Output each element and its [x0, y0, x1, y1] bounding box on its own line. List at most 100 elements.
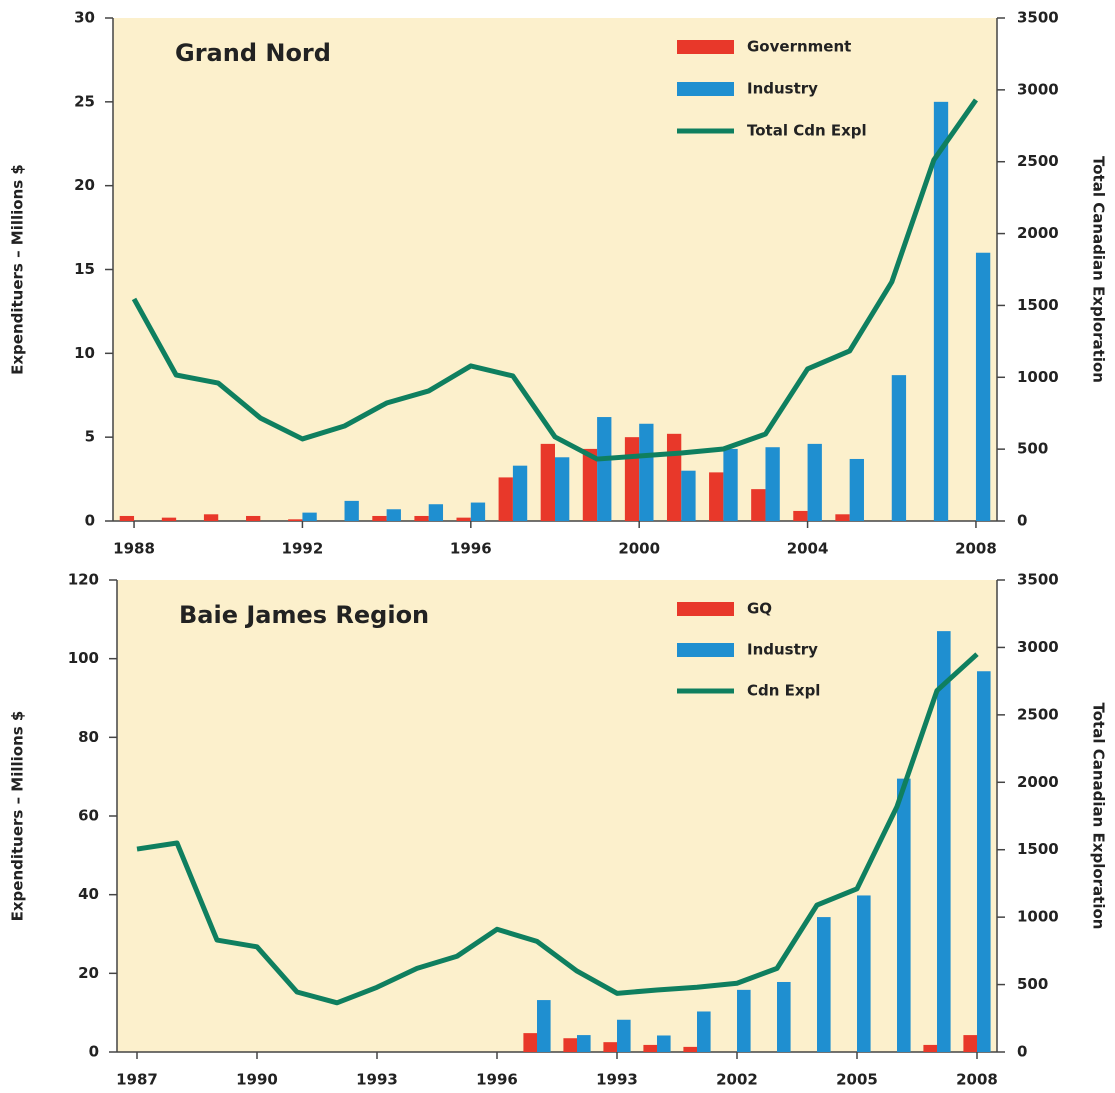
legend-swatch — [677, 82, 734, 96]
x-tick-label: 1993 — [596, 1071, 638, 1089]
x-tick-label: 2008 — [955, 540, 997, 558]
bar — [372, 515, 387, 521]
y2-tick-label: 500 — [1017, 440, 1048, 458]
chart: 0 5 10 15 20 25 30 0 500 1000 1500 2000 2500 3000 3500… — [9, 9, 1108, 558]
bar — [577, 1035, 591, 1052]
bar — [657, 1035, 671, 1052]
x-tick-label: 1987 — [116, 1071, 158, 1089]
y2-tick-label: 3500 — [1017, 9, 1059, 27]
y-tick-label: 60 — [78, 807, 99, 825]
x-tick-label: 2002 — [716, 1071, 758, 1089]
x-tick-label: 2004 — [787, 540, 829, 558]
bar — [597, 417, 612, 521]
x-tick-label: 1990 — [236, 1071, 278, 1089]
y2-axis-title: Total Canadian Exploration — [1090, 156, 1108, 383]
y-tick-label: 25 — [74, 92, 95, 110]
bar — [617, 1019, 631, 1052]
x-tick-label: 1992 — [282, 540, 324, 558]
y-tick-label: 15 — [74, 260, 95, 278]
y2-tick-label: 500 — [1017, 975, 1048, 993]
legend-swatch — [677, 602, 734, 616]
x-tick-label: 1988 — [113, 540, 155, 558]
bar — [923, 1044, 937, 1052]
line — [131, 98, 978, 462]
line — [136, 652, 979, 1006]
bar — [737, 989, 751, 1052]
y2-tick-label: 2000 — [1017, 773, 1059, 791]
y2-tick-label: 1000 — [1017, 368, 1059, 386]
bar — [849, 458, 864, 521]
bar — [723, 448, 738, 521]
bar — [975, 252, 991, 521]
chart-title: Grand Nord — [175, 39, 331, 67]
bar — [963, 1035, 977, 1052]
y2-tick-label: 0 — [1017, 1043, 1027, 1061]
bar — [288, 519, 303, 521]
bar — [697, 1011, 711, 1052]
bar — [807, 443, 822, 521]
bar — [456, 517, 471, 521]
legend-swatch — [677, 40, 734, 54]
bar — [709, 472, 724, 521]
bar — [777, 981, 791, 1052]
y-tick-label: 100 — [68, 649, 99, 667]
y2-tick-label: 2500 — [1017, 152, 1059, 170]
y-tick-label: 0 — [85, 512, 95, 530]
bar — [563, 1038, 577, 1052]
bar — [681, 470, 696, 521]
chart-title: Baie James Region — [179, 601, 429, 629]
bar — [302, 512, 317, 521]
y-axis-title: Expendituers – Millions $ — [9, 164, 27, 375]
y-tick-label: 20 — [74, 176, 95, 194]
y-tick-label: 80 — [78, 728, 99, 746]
y2-tick-label: 3000 — [1017, 80, 1059, 98]
y-tick-label: 40 — [78, 885, 99, 903]
legend-label: Industry — [747, 641, 818, 659]
bar — [246, 515, 261, 521]
bar — [119, 515, 135, 521]
bar — [161, 517, 177, 521]
bar — [603, 1042, 617, 1052]
plot-area — [117, 580, 997, 1052]
x-tick-label: 1996 — [476, 1071, 518, 1089]
bar — [835, 514, 850, 521]
bar — [666, 433, 682, 521]
legend-label: Industry — [747, 80, 818, 98]
legend-swatch — [677, 643, 734, 657]
bar — [897, 778, 911, 1052]
bar — [937, 631, 951, 1052]
y-tick-label: 10 — [74, 344, 95, 362]
bar — [470, 502, 486, 521]
bar — [817, 917, 831, 1052]
y2-tick-label: 2500 — [1017, 705, 1059, 723]
bar — [793, 510, 808, 521]
bar — [512, 465, 528, 521]
y2-tick-label: 2000 — [1017, 224, 1059, 242]
bar — [428, 504, 444, 521]
legend-label: Cdn Expl — [747, 682, 820, 700]
x-tick-label: 1993 — [356, 1071, 398, 1089]
bar — [523, 1033, 537, 1052]
y-axis-title: Expendituers – Millions $ — [9, 711, 27, 922]
y-tick-label: 0 — [89, 1043, 99, 1061]
x-tick-label: 2000 — [618, 540, 660, 558]
y-tick-label: 5 — [85, 428, 95, 446]
y2-axis-title: Total Canadian Exploration — [1090, 703, 1108, 930]
legend-label: Total Cdn Expl — [747, 122, 867, 140]
y-tick-label: 120 — [68, 571, 99, 589]
bar — [683, 1046, 697, 1052]
bar — [857, 895, 871, 1052]
bar — [751, 489, 766, 521]
legend-label: Government — [747, 38, 851, 56]
y-tick-label: 20 — [78, 964, 99, 982]
y2-tick-label: 1500 — [1017, 296, 1059, 314]
bar — [555, 457, 570, 521]
bar — [498, 477, 513, 521]
bar — [624, 437, 640, 521]
legend-label: GQ — [747, 600, 772, 618]
chart: 0 20 40 60 80 100 120 0 500 1000 1500 2000 2500 3000 3… — [9, 571, 1108, 1089]
bar — [414, 515, 429, 521]
y2-tick-label: 3500 — [1017, 571, 1059, 589]
bar — [639, 423, 654, 521]
